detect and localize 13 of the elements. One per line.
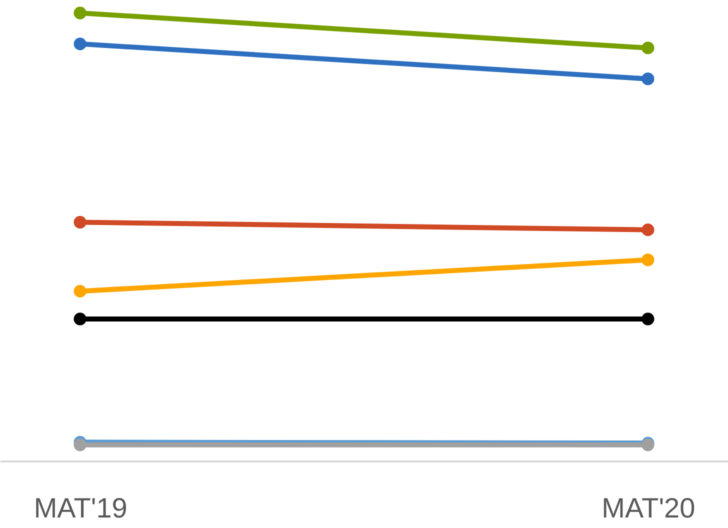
x-tick-label: MAT'20 [602,492,696,524]
point [74,438,86,452]
point [74,284,86,298]
point [74,38,86,50]
point [642,72,654,86]
point [642,312,654,326]
point [642,42,654,54]
point [74,6,86,20]
point [642,224,654,236]
x-tick-label: MAT'19 [34,492,128,524]
point [74,216,86,229]
point [74,312,86,326]
point [642,254,654,266]
